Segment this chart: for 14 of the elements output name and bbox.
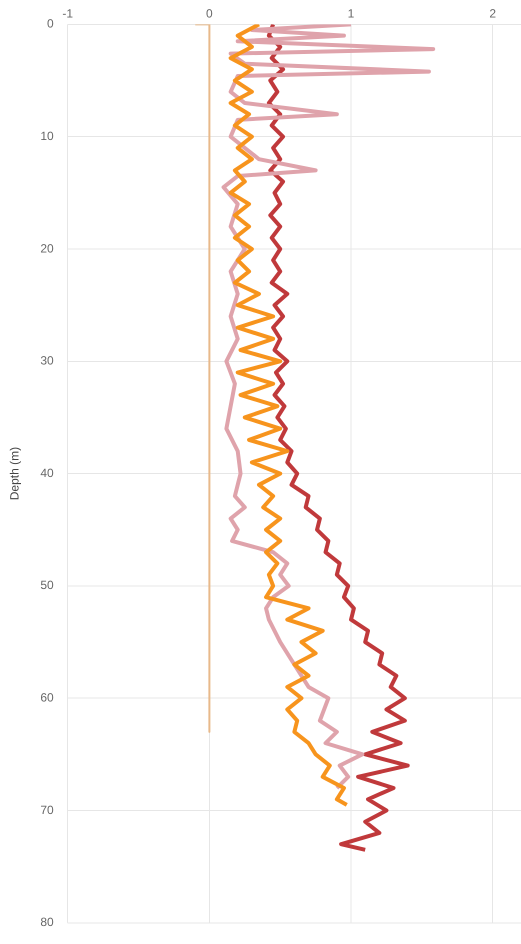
x-tick-label: 1 [348,6,355,21]
x-tick-label: -1 [62,6,74,21]
y-tick-label: 40 [40,466,54,480]
y-axis-title: Depth (m) [8,446,22,500]
y-tick-label: 20 [40,241,54,256]
x-tick-label: 2 [489,6,496,21]
y-tick-label: 70 [40,802,54,817]
y-tick-label: 60 [40,690,54,705]
y-tick-label: 0 [47,16,54,31]
x-tick-label: 0 [206,6,214,21]
y-tick-label: 80 [40,915,54,930]
y-tick-label: 50 [40,578,54,592]
y-tick-label: 10 [40,129,54,144]
y-tick-label: 30 [40,354,54,368]
